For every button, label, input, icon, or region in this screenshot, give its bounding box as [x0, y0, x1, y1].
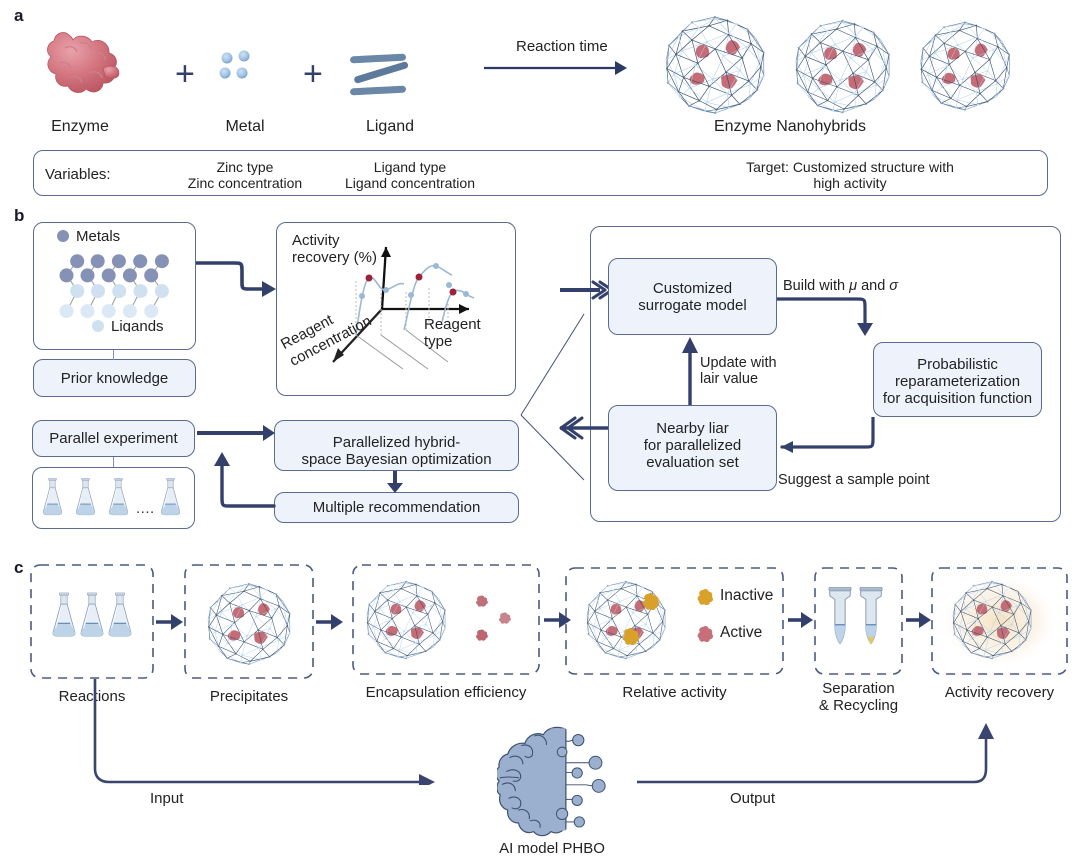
svg-text:Ligands: Ligands [111, 318, 164, 332]
svg-text:Metals: Metals [76, 228, 120, 245]
